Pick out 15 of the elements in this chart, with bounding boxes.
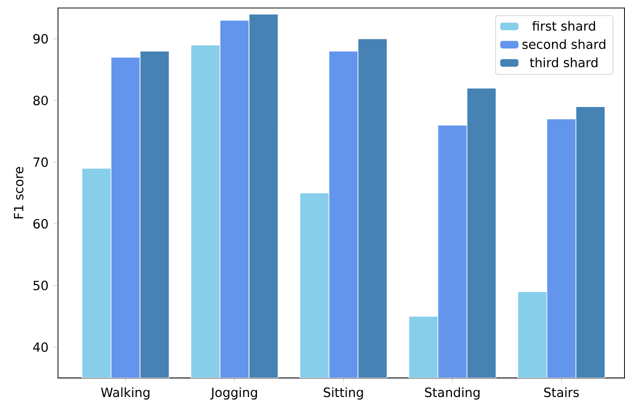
legend-label: first shard: [532, 20, 596, 31]
y-tick-label: 80: [33, 96, 48, 106]
x-tick-label: Standing: [425, 387, 480, 400]
y-axis-title: F1 score: [14, 166, 24, 218]
legend-label: second shard: [522, 39, 606, 50]
x-tick-label: Jogging: [210, 387, 257, 400]
y-tick-label: 60: [33, 219, 48, 229]
x-tick-label: Walking: [101, 387, 150, 400]
legend-label: third shard: [530, 57, 598, 68]
x-tick-label: Sitting: [324, 387, 363, 400]
y-tick-label: 50: [34, 280, 48, 290]
y-tick-label: 40: [33, 342, 48, 352]
y-tick-label: 70: [34, 157, 48, 167]
x-tick-label: Stairs: [544, 387, 579, 398]
y-tick-label: 90: [33, 34, 48, 44]
